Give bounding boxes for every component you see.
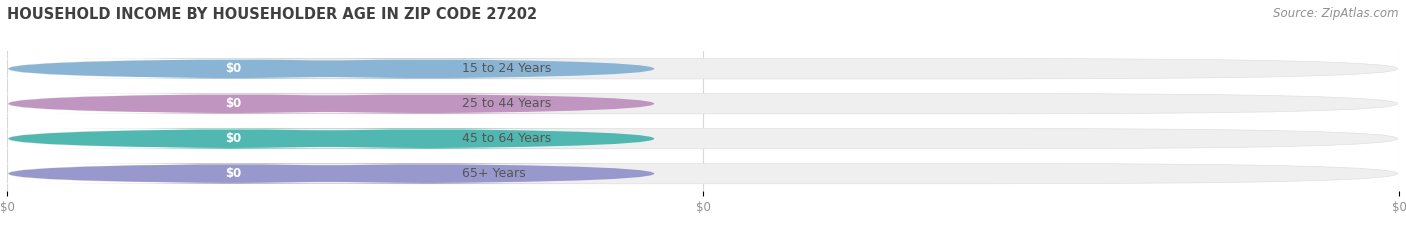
FancyBboxPatch shape: [8, 164, 453, 184]
Text: HOUSEHOLD INCOME BY HOUSEHOLDER AGE IN ZIP CODE 27202: HOUSEHOLD INCOME BY HOUSEHOLDER AGE IN Z…: [7, 7, 537, 22]
FancyBboxPatch shape: [8, 59, 453, 79]
FancyBboxPatch shape: [202, 129, 654, 149]
Text: $0: $0: [225, 132, 242, 145]
FancyBboxPatch shape: [202, 93, 654, 114]
Text: Source: ZipAtlas.com: Source: ZipAtlas.com: [1274, 7, 1399, 20]
FancyBboxPatch shape: [0, 93, 412, 114]
FancyBboxPatch shape: [0, 129, 412, 149]
FancyBboxPatch shape: [202, 164, 654, 184]
FancyBboxPatch shape: [8, 164, 1398, 184]
Text: $0: $0: [225, 167, 242, 180]
FancyBboxPatch shape: [8, 59, 1398, 79]
FancyBboxPatch shape: [8, 129, 453, 149]
FancyBboxPatch shape: [0, 164, 412, 184]
Text: 45 to 64 Years: 45 to 64 Years: [463, 132, 551, 145]
Text: 25 to 44 Years: 25 to 44 Years: [463, 97, 551, 110]
Text: 65+ Years: 65+ Years: [463, 167, 526, 180]
Text: 15 to 24 Years: 15 to 24 Years: [463, 62, 551, 75]
FancyBboxPatch shape: [0, 59, 412, 79]
FancyBboxPatch shape: [8, 93, 1398, 114]
FancyBboxPatch shape: [8, 93, 453, 114]
Text: $0: $0: [225, 62, 242, 75]
Text: $0: $0: [225, 97, 242, 110]
FancyBboxPatch shape: [202, 59, 654, 79]
FancyBboxPatch shape: [8, 129, 1398, 149]
